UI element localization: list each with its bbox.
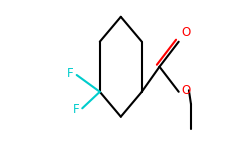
Text: F: F (73, 103, 80, 116)
Text: O: O (182, 26, 191, 39)
Text: O: O (182, 84, 191, 97)
Text: F: F (68, 67, 74, 80)
